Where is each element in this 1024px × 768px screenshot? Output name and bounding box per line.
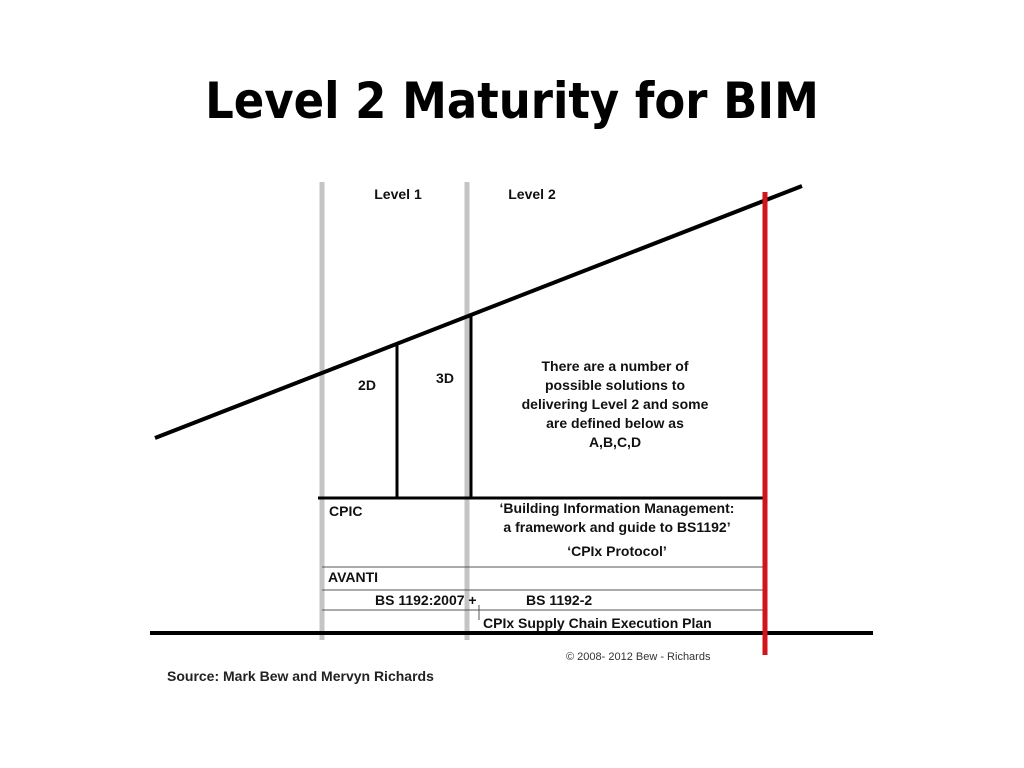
row-label: BS 1192:2007 + <box>375 592 477 608</box>
row-label: a framework and guide to BS1192’ <box>503 519 730 535</box>
slide-title: Level 2 Maturity for BIM <box>205 72 819 130</box>
stage-label: 2D <box>358 377 376 393</box>
callout: There are a number of possible solutions… <box>522 358 709 450</box>
copyright: © 2008- 2012 Bew - Richards <box>566 651 711 663</box>
maturity-slope <box>154 184 803 440</box>
row-label: CPIx Supply Chain Execution Plan <box>483 615 712 631</box>
callout-line: There are a number of <box>541 358 688 374</box>
row-label: ‘Building Information Management: <box>500 500 735 516</box>
stage-label: 3D <box>436 370 454 386</box>
row-label: BS 1192-2 <box>526 592 592 608</box>
level-label: Level 1 <box>374 186 422 202</box>
callout-line: delivering Level 2 and some <box>522 396 709 412</box>
row-label: AVANTI <box>328 569 378 585</box>
source-note: Source: Mark Bew and Mervyn Richards <box>167 668 434 684</box>
callout-line: possible solutions to <box>545 377 685 393</box>
diagram-lines <box>150 182 873 655</box>
row-label: ‘CPIx Protocol’ <box>567 543 667 559</box>
row-label: CPIC <box>329 503 362 519</box>
level-label: Level 2 <box>508 186 556 202</box>
callout-line: are defined below as <box>546 415 684 431</box>
callout-line: A,B,C,D <box>589 434 641 450</box>
